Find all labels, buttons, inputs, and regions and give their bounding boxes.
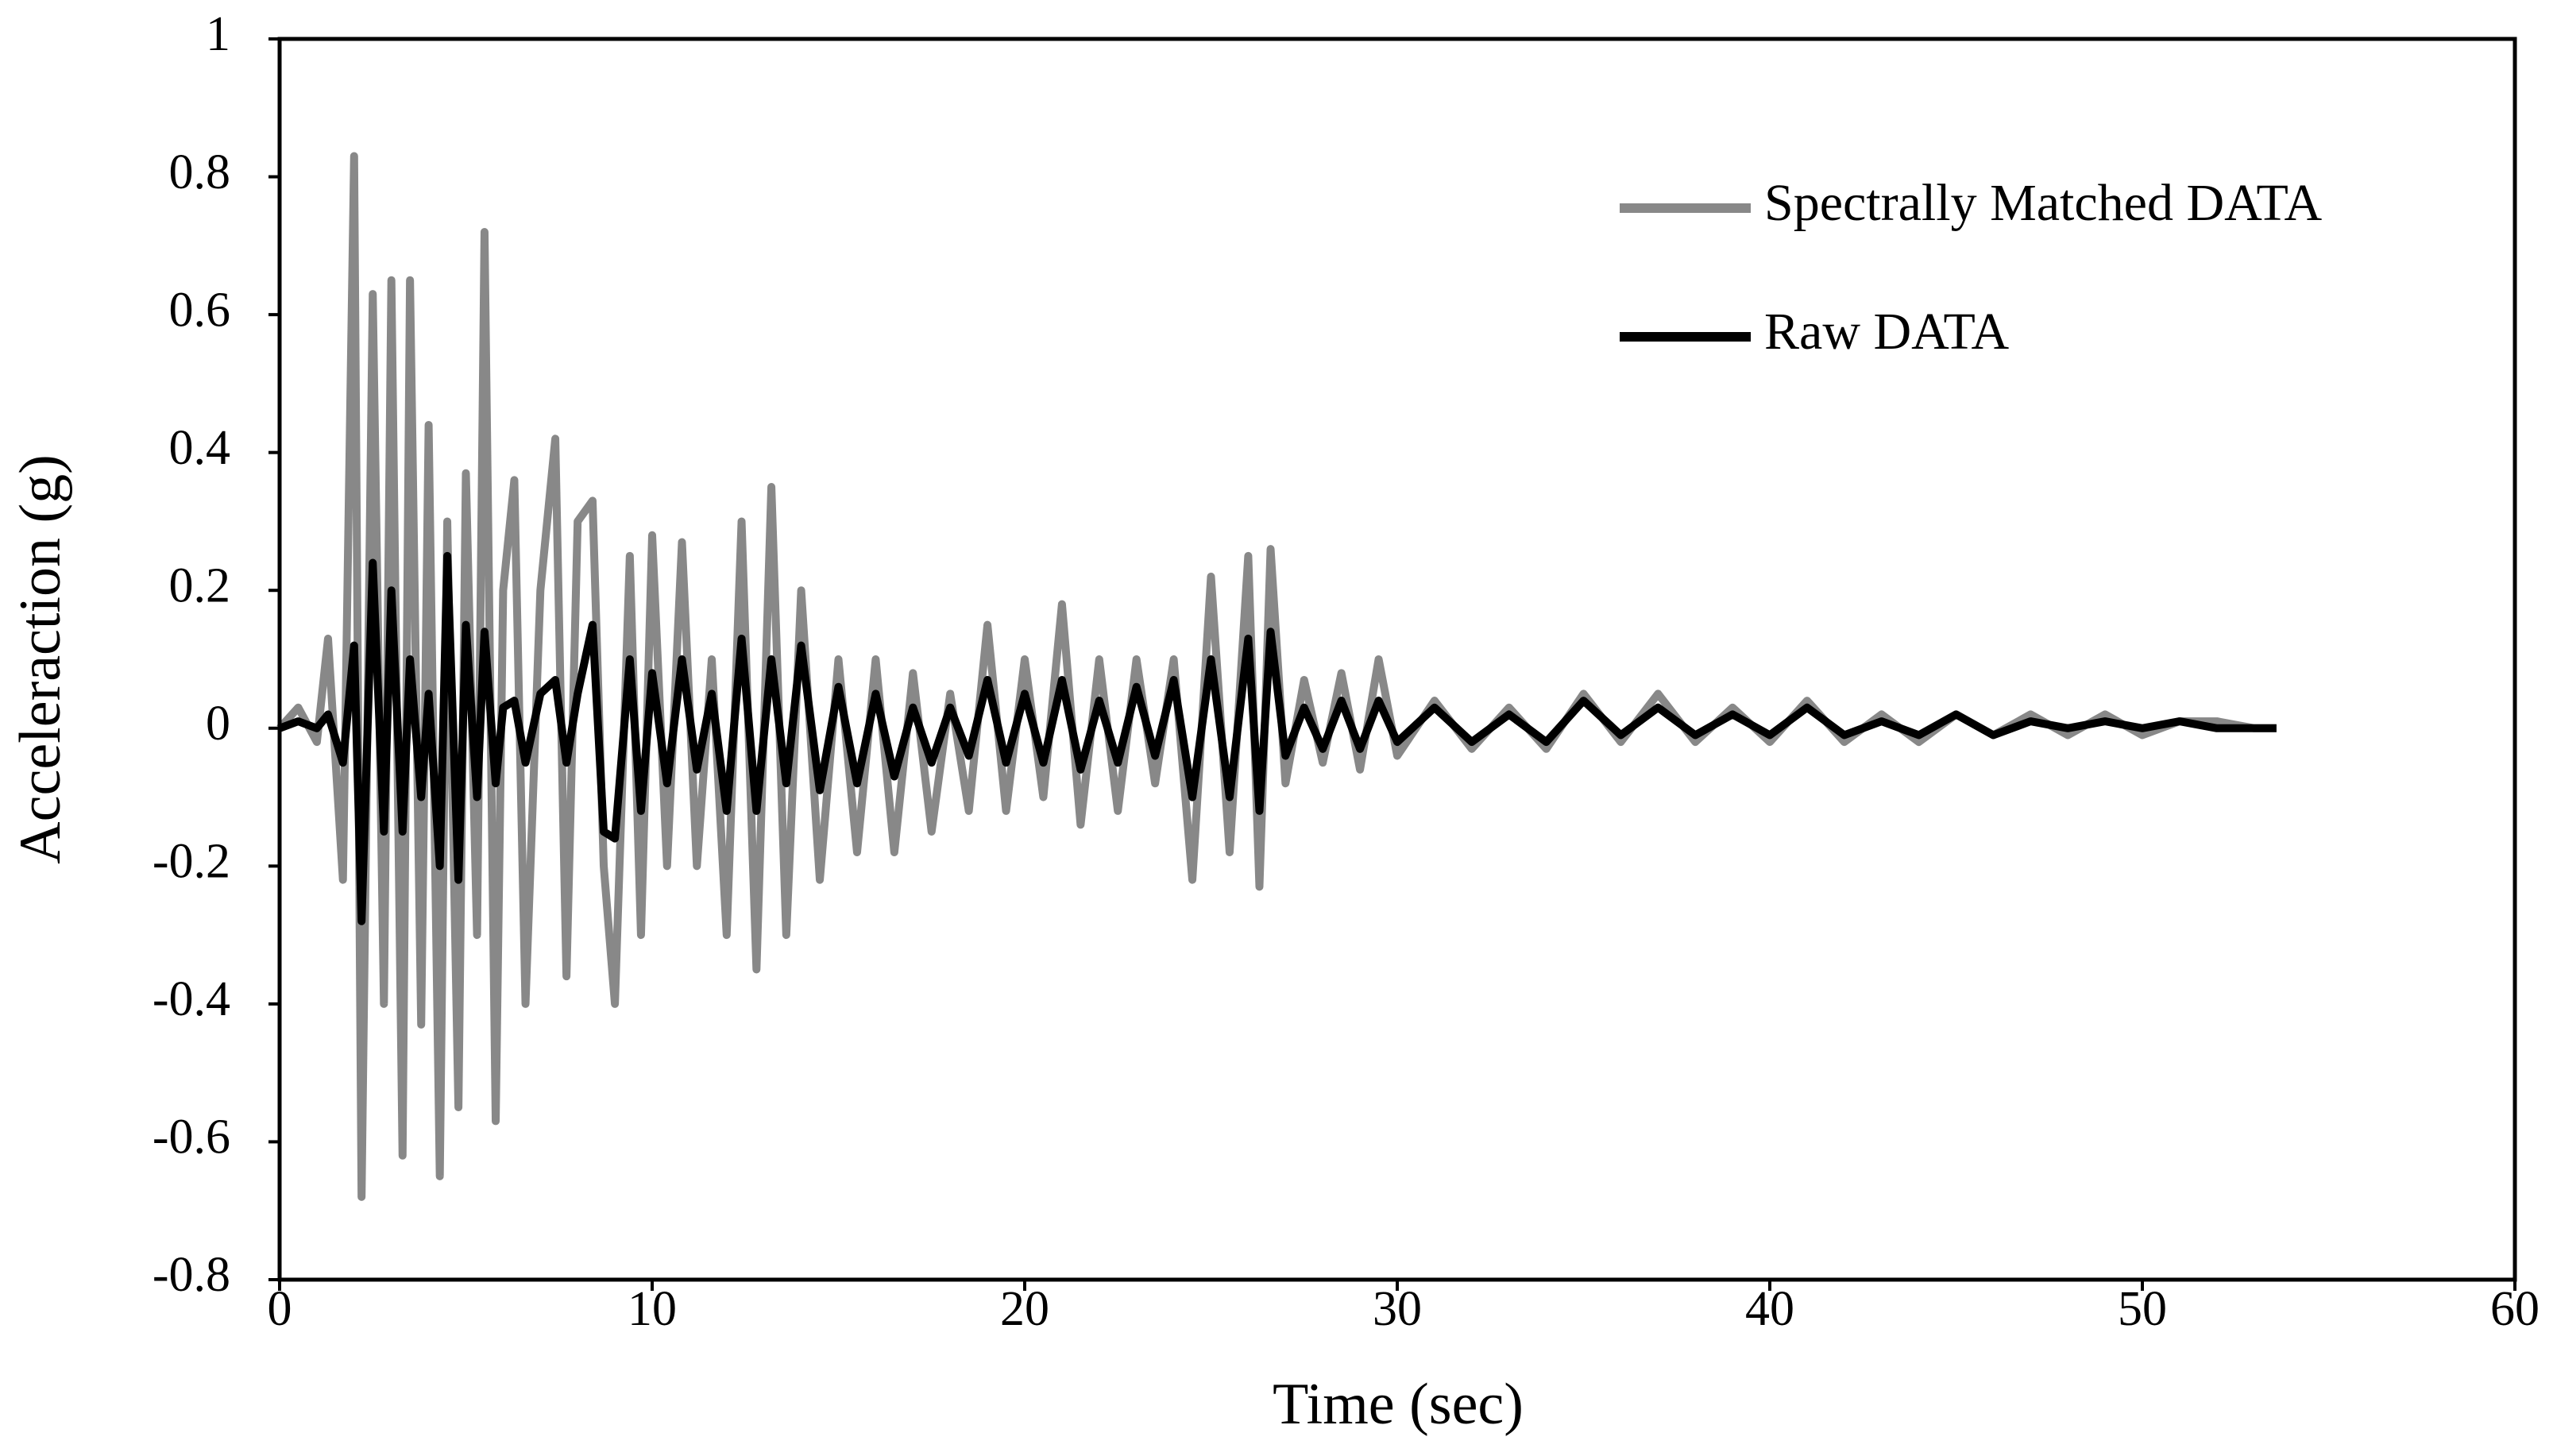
y-tick-label: -0.8 xyxy=(153,1248,230,1302)
y-tick-label: 0.4 xyxy=(169,421,231,475)
series-line xyxy=(278,551,2277,925)
y-axis-title: Acceleraction (g) xyxy=(8,454,73,864)
y-tick-label: 0.2 xyxy=(169,558,231,612)
y-tick-label: -0.4 xyxy=(153,972,230,1026)
y-tick-label: 0.6 xyxy=(169,283,231,337)
x-tick-label: 10 xyxy=(628,1282,677,1336)
legend-label: Spectrally Matched DATA xyxy=(1764,174,2323,232)
x-axis-title: Time (sec) xyxy=(1273,1372,1524,1437)
y-tick-label: 0.8 xyxy=(169,145,231,199)
x-tick-label: 30 xyxy=(1373,1282,1422,1336)
x-tick-label: 20 xyxy=(1000,1282,1049,1336)
x-tick-label: 40 xyxy=(1745,1282,1794,1336)
x-tick-label: 50 xyxy=(2118,1282,2167,1336)
y-tick-label: 1 xyxy=(206,7,230,61)
legend-label: Raw DATA xyxy=(1764,303,2010,361)
y-tick-label: -0.6 xyxy=(153,1110,230,1164)
x-tick-label: 0 xyxy=(268,1282,292,1336)
y-tick-label: 0 xyxy=(206,697,230,751)
x-tick-label: 60 xyxy=(2490,1282,2540,1336)
y-tick-label: -0.2 xyxy=(153,835,230,889)
plot-frame xyxy=(277,37,2517,1282)
